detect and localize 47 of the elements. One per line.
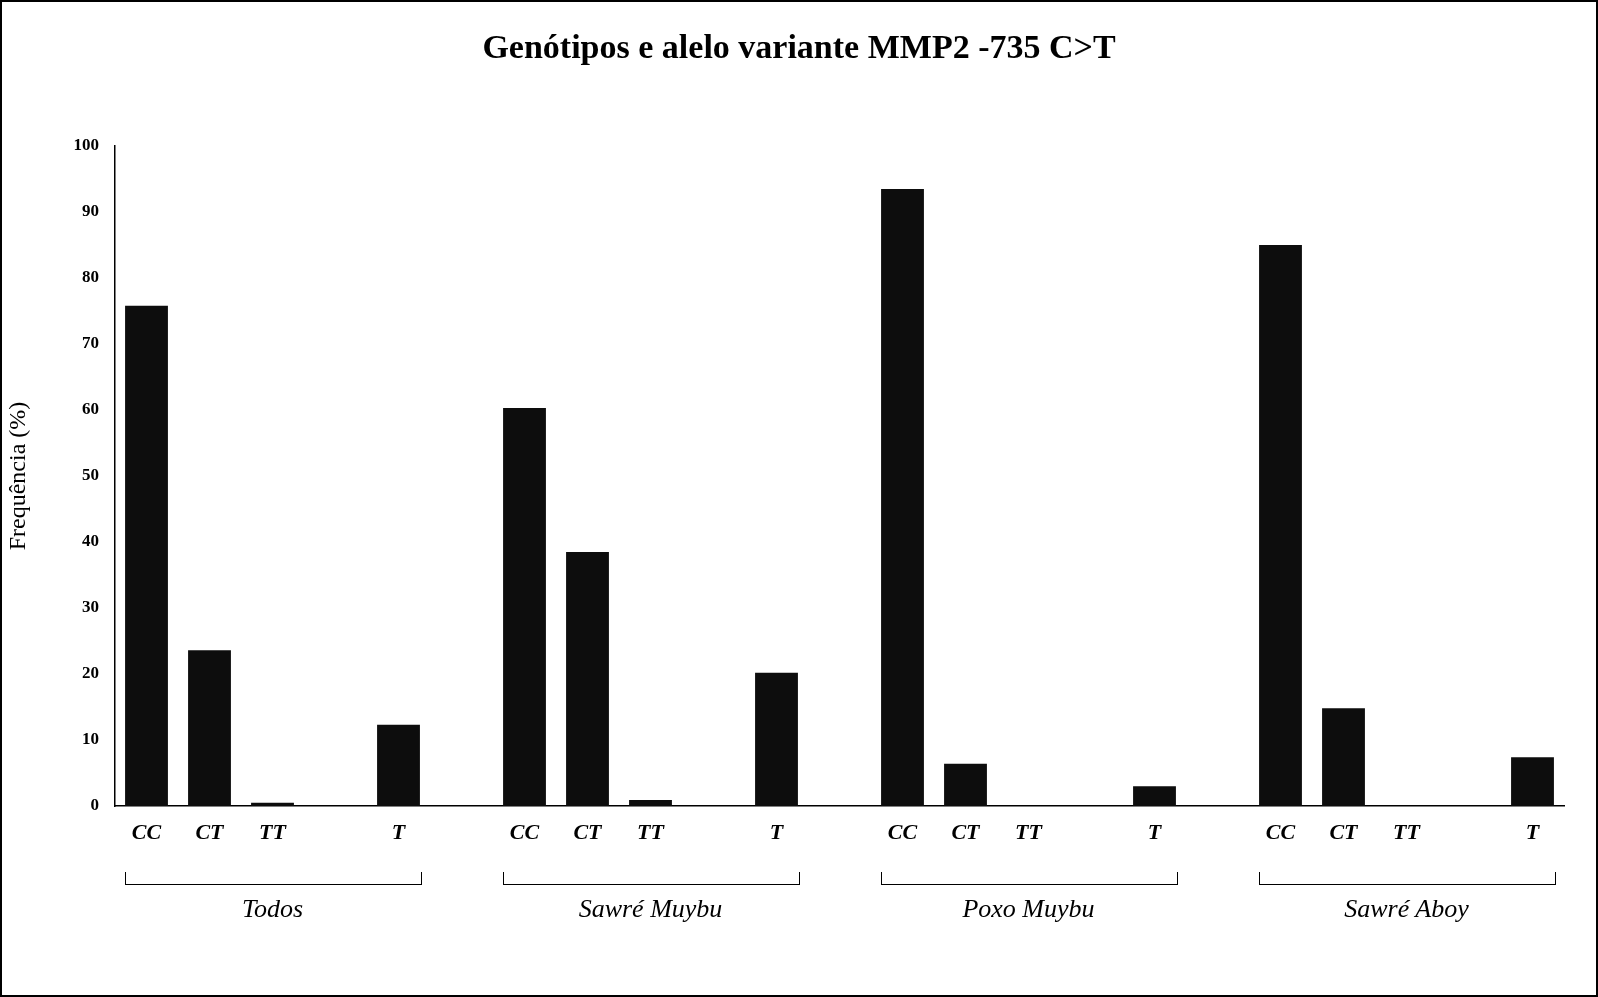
text: Todos	[241, 894, 304, 924]
x-tick-label: CC	[887, 818, 918, 844]
bar	[377, 724, 420, 806]
y-tick-label: 30	[82, 597, 99, 617]
text: Sawré Muybu	[578, 894, 723, 924]
text: Sawré Aboy	[1344, 894, 1469, 924]
bar	[1133, 786, 1176, 806]
x-tick-label: CC	[1265, 818, 1296, 844]
bar	[125, 305, 168, 806]
x-tick-label: T	[1147, 818, 1163, 844]
y-tick-label: 80	[82, 267, 99, 287]
y-tick-label: 0	[90, 795, 99, 815]
y-tick-label: 100	[73, 135, 99, 155]
bar	[755, 672, 798, 806]
bar	[1259, 245, 1302, 806]
x-tick-label: CT	[1329, 818, 1360, 844]
x-tick-label: T	[769, 818, 785, 844]
y-tick-label: 20	[82, 663, 99, 683]
bar	[251, 802, 294, 806]
bar	[944, 763, 987, 806]
y-tick-label: 60	[82, 399, 99, 419]
y-tick-label: 70	[82, 333, 99, 353]
x-tick-label: CT	[195, 818, 226, 844]
y-tick-label: 90	[82, 201, 99, 221]
y-axis-title: Frequência (%)	[3, 401, 30, 551]
bar	[503, 408, 546, 806]
x-tick-label: T	[1525, 818, 1541, 844]
y-tick-label: 40	[82, 531, 99, 551]
x-tick-label: CC	[509, 818, 540, 844]
x-tick-label: TT	[259, 818, 288, 844]
chart-title: Genótipos e alelo variante MMP2 -735 C>T	[481, 28, 1117, 66]
bar	[566, 551, 609, 806]
bar	[188, 650, 231, 806]
x-tick-label: TT	[1393, 818, 1422, 844]
bar	[1511, 757, 1554, 806]
bar	[629, 800, 672, 806]
x-tick-label: TT	[637, 818, 666, 844]
x-tick-label: CT	[573, 818, 604, 844]
y-tick-label: 10	[82, 729, 99, 749]
x-tick-label: CT	[951, 818, 982, 844]
x-tick-label: TT	[1015, 818, 1044, 844]
x-tick-label: T	[391, 818, 407, 844]
text: Poxo Muybu	[962, 894, 1095, 924]
y-tick-label: 50	[82, 465, 99, 485]
bar	[881, 188, 924, 806]
x-tick-label: CC	[131, 818, 162, 844]
bar	[1322, 708, 1365, 806]
